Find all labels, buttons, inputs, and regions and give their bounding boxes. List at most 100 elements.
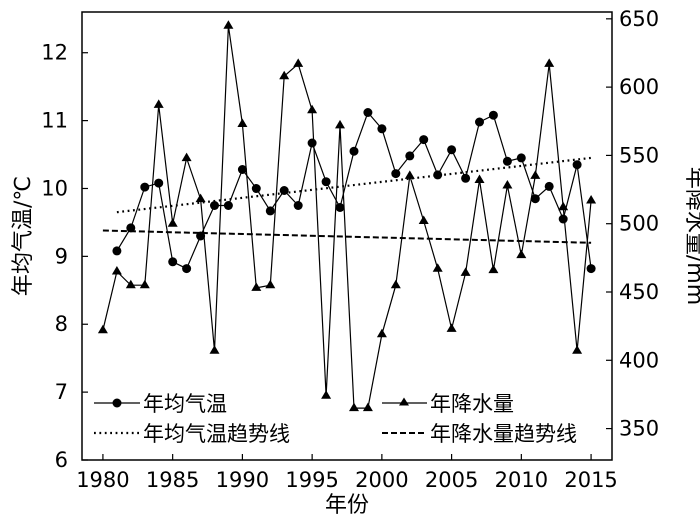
precipitation-point [586,195,597,204]
legend-temp-marker [112,398,122,408]
precipitation-point [376,328,387,338]
temperature-point [516,153,526,163]
legend-temp-trend-label: 年均气温趋势线 [143,422,290,446]
precipitation-point [446,323,457,332]
temperature-point [126,223,136,233]
precipitation-point [139,279,150,289]
precipitation-point [516,249,527,259]
precipitation-point [279,70,290,80]
legend-temp-label: 年均气温 [143,392,227,416]
temperature-point [461,173,471,183]
temperature-point [140,182,150,192]
precipitation-line [102,25,592,409]
left-y-tick-label: 7 [55,380,68,404]
precipitation-point [265,279,276,289]
right-y-tick-label: 400 [619,348,659,372]
precipitation-point [530,170,541,179]
temperature-point [168,257,178,267]
temperature-point [377,124,387,134]
precipitation-point [97,324,108,334]
temperature-point [237,165,247,174]
precipitation-point [390,279,401,289]
temperature-point [182,264,192,274]
temperature-point [530,194,540,204]
x-tick-label: 2000 [355,468,408,492]
precipitation-point [237,118,248,127]
temperature-point [544,181,554,191]
precipitation-point [502,180,513,189]
x-tick-label: 2010 [495,468,548,492]
precipitation-point [321,390,332,399]
precipitation-point [474,174,485,183]
precipitation-point [349,402,359,412]
precipitation-point [251,282,262,291]
legend: 年均气温 年降水量 年均气温趋势线 年降水量趋势线 [94,392,577,446]
precipitation-point [153,99,164,108]
temperature-point [572,160,582,170]
right-y-tick-label: 350 [619,417,659,441]
precipitation-point [404,170,415,179]
right-y-tick-label: 450 [619,280,659,304]
x-tick-label: 2015 [564,468,617,492]
precipitation-point [125,279,136,289]
axes-layer: 1980 1985 1990 1995 2000 2005 2010 2015 6 7 8 9 10 11… [41,7,659,492]
precipitation-point [544,58,555,67]
legend-precip-label: 年降水量 [430,392,514,416]
right-y-tick-label: 550 [619,143,659,167]
right-y-tick-label: 600 [619,75,659,99]
temperature-point [419,135,429,145]
temperature-point [321,177,331,187]
temperature-point [251,184,261,193]
precipitation-point [418,215,429,224]
temperature-point [586,264,596,274]
x-axis-title: 年份 [325,493,369,518]
precipitation-point [293,58,304,67]
temperature-point [335,203,345,212]
right-y-tick-label: 500 [619,212,659,236]
temperature-point [558,214,568,224]
temperature-point [154,178,164,188]
temperature-point [112,246,122,256]
precipitation-point [558,201,569,211]
right-y-tick-label: 650 [619,7,659,31]
right-axis-title: 年降水量/mm [682,167,700,305]
temperature-point [405,151,415,161]
left-y-tick-label: 6 [55,448,68,472]
left-y-tick-label: 11 [41,109,68,133]
x-tick-label: 2005 [425,468,478,492]
temperature-point [447,145,457,155]
left-axis-title: 年均气温/℃ [11,176,36,296]
temperature-point [265,206,275,216]
temperature-point [391,169,401,179]
left-y-tick-label: 8 [55,312,68,336]
precipitation-point [335,119,345,129]
left-y-tick-label: 10 [41,176,68,200]
plot-frame [81,11,613,461]
temperature-point [279,186,289,195]
precipitation-point [167,218,178,227]
precipitation-point [181,152,192,162]
left-y-tick-label: 12 [41,41,68,65]
temperature-point [307,138,317,148]
precipitation-point [572,345,583,354]
temperature-point [210,201,219,210]
temperature-point [223,201,233,210]
precipitation-point [460,267,471,276]
precipitation-point [209,345,220,354]
precipitation-point [432,263,443,272]
series-layer [97,20,597,412]
temperature-trend-line [116,156,592,214]
temperature-point [502,156,512,166]
left-y-tick-label: 9 [55,244,68,268]
temperature-point [433,170,443,180]
temperature-point [349,146,359,156]
x-tick-label: 1995 [285,468,338,492]
temperature-point [363,108,373,117]
precipitation-point [223,20,234,29]
precipitation-point [195,193,206,203]
legend-precip-marker [399,397,409,406]
precipitation-point [307,104,318,114]
temperature-point [293,201,303,210]
legend-precip-trend-label: 年降水量趋势线 [430,422,577,446]
